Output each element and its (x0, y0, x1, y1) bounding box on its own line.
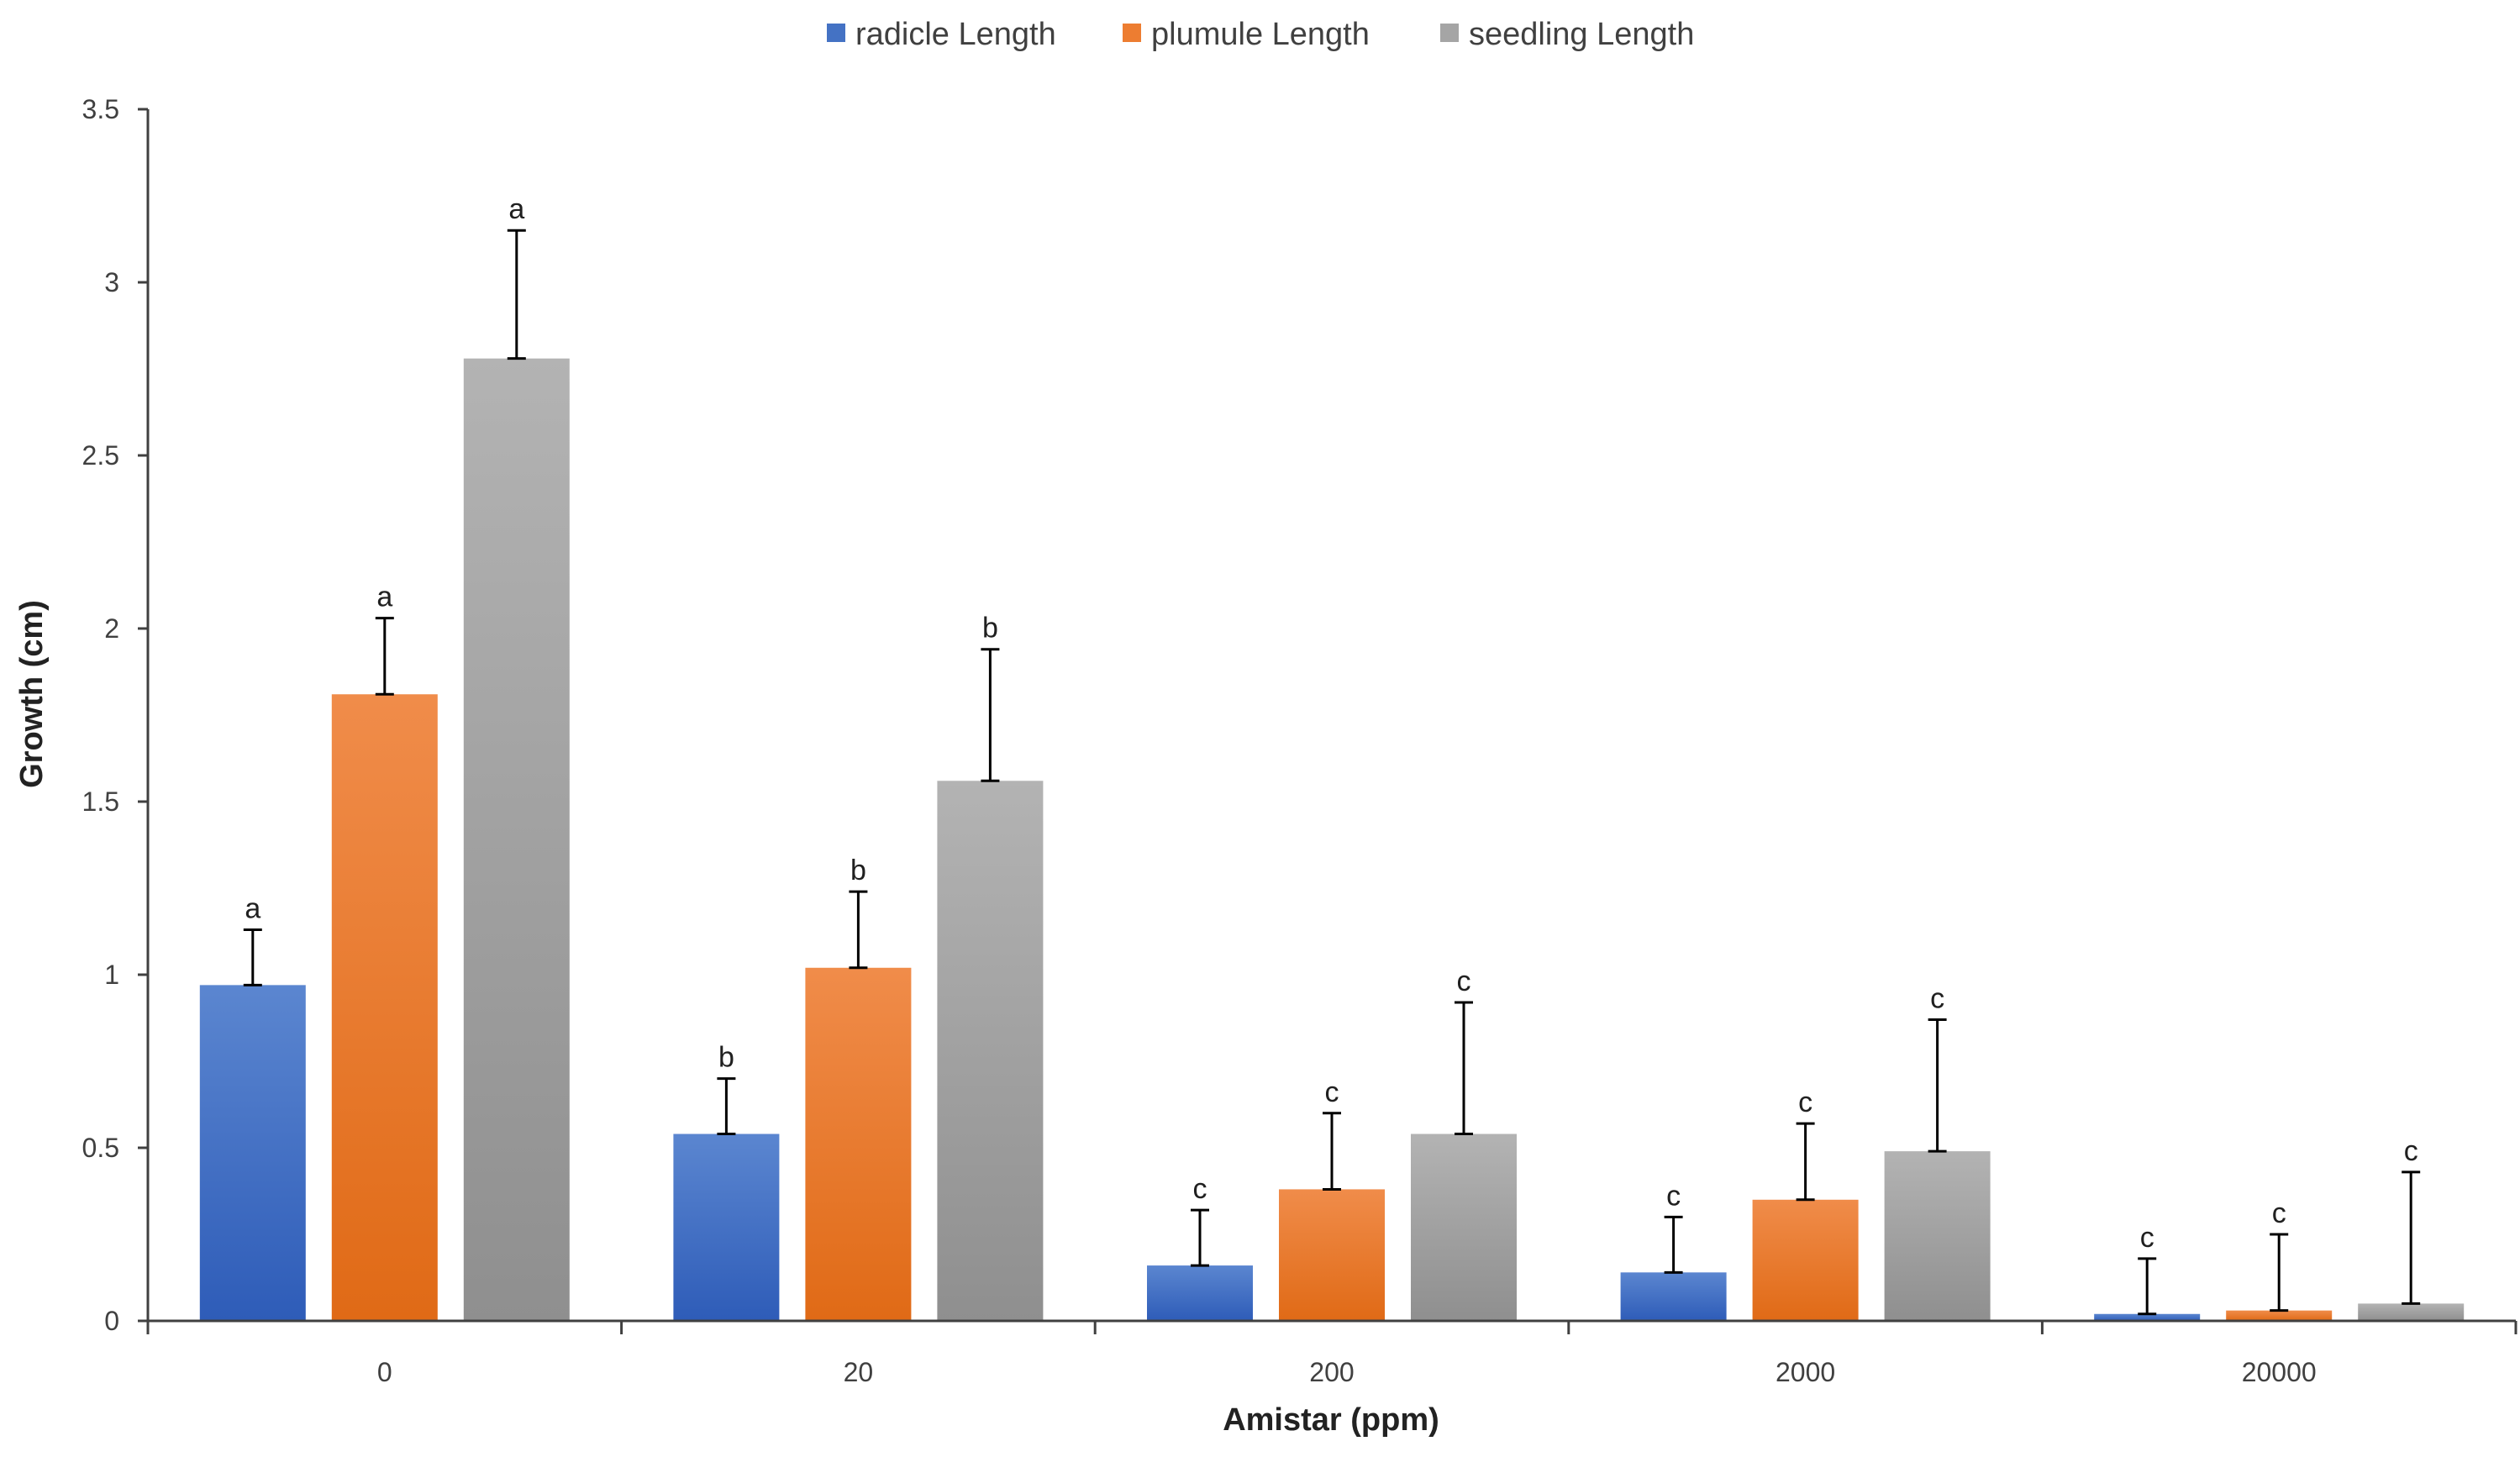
legend: radicle Length plumule Length seedling Len… (827, 17, 1694, 52)
bar-plumule-20 (805, 967, 912, 1321)
y-axis: 0 0.5 1 1.5 2 2.5 3 3.5 (82, 94, 150, 1336)
bar-seedling-2000 (1884, 1151, 1991, 1321)
bar-seedling-20000 (2358, 1303, 2465, 1321)
bar-radicle-20 (673, 1134, 780, 1321)
legend-item-plumule: plumule Length (1123, 17, 1370, 52)
significance-label: c (1666, 1180, 1681, 1212)
x-axis: 0 20 200 2000 20000 (146, 1319, 2517, 1387)
x-tick-label: 20000 (2242, 1357, 2317, 1387)
y-tick-label: 2 (104, 613, 119, 644)
y-tick-label: 1 (104, 960, 119, 990)
bar-plumule-0 (331, 694, 438, 1321)
bar-seedling-0 (463, 358, 570, 1321)
y-tick-label: 1.5 (82, 786, 119, 817)
legend-swatch (1123, 24, 1141, 42)
bar-radicle-200 (1147, 1265, 1253, 1321)
legend-item-seedling: seedling Length (1440, 17, 1694, 52)
legend-label: seedling Length (1469, 17, 1694, 52)
significance-label: c (1193, 1173, 1207, 1205)
legend-swatch (827, 24, 845, 42)
bar-plumule-200 (1279, 1189, 1385, 1321)
significance-label: a (245, 892, 260, 924)
legend-item-radicle: radicle Length (827, 17, 1056, 52)
legend-label: plumule Length (1151, 17, 1370, 52)
y-tick-label: 3 (104, 267, 119, 297)
y-tick-label: 2.5 (82, 440, 119, 471)
significance-label: c (1930, 983, 1944, 1015)
bar-plumule-20000 (2226, 1310, 2333, 1321)
y-tick-label: 0 (104, 1306, 119, 1336)
bar-seedling-20 (937, 781, 1044, 1321)
significance-label: b (718, 1042, 734, 1074)
x-tick-label: 200 (1309, 1357, 1354, 1387)
legend-swatch (1440, 24, 1459, 42)
bar-radicle-0 (199, 985, 306, 1321)
bar-seedling-200 (1411, 1134, 1517, 1321)
significance-label: c (2140, 1222, 2154, 1254)
significance-label: c (1798, 1086, 1812, 1118)
significance-label: c (2404, 1135, 2418, 1167)
y-tick-label: 3.5 (82, 94, 119, 124)
x-tick-label: 0 (377, 1357, 392, 1387)
legend-label: radicle Length (855, 17, 1056, 52)
y-tick-label: 0.5 (82, 1133, 119, 1163)
x-tick-label: 2000 (1776, 1357, 1835, 1387)
bar-radicle-20000 (2094, 1313, 2201, 1321)
y-axis-title: Growth (cm) (14, 600, 50, 788)
significance-label: c (1457, 965, 1471, 997)
significance-label: a (508, 193, 524, 225)
bar-plumule-2000 (1752, 1199, 1859, 1321)
significance-label: c (1325, 1076, 1339, 1108)
plot-area: a b c c c a b c c c a b c c c (199, 193, 2465, 1321)
x-tick-label: 20 (844, 1357, 874, 1387)
significance-label: b (850, 855, 866, 886)
significance-label: c (2272, 1197, 2286, 1229)
bar-radicle-2000 (1620, 1272, 1727, 1321)
significance-label: b (982, 613, 998, 644)
x-axis-title: Amistar (ppm) (1223, 1402, 1439, 1438)
significance-label: a (376, 581, 392, 613)
